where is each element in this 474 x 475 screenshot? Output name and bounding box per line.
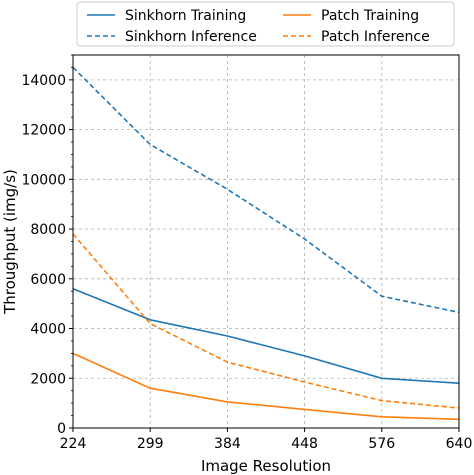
y-tick-label: 0 (57, 421, 66, 437)
y-tick-label: 10000 (21, 172, 66, 188)
x-tick-label: 640 (446, 436, 473, 452)
series-line (72, 352, 460, 421)
y-tick-label: 6000 (30, 272, 66, 288)
series-line (72, 233, 460, 409)
series-line (72, 287, 460, 384)
x-tick-label: 299 (137, 436, 164, 452)
legend-label: Patch Inference (321, 29, 430, 45)
y-tick-label: 4000 (30, 322, 66, 338)
y-tick-label: 12000 (21, 123, 66, 139)
axis-ticks: 224 299 384 448 576 640 0 2000 4000 6000 8000 10000… (21, 54, 473, 452)
x-axis-label: Image Resolution (201, 457, 331, 475)
y-tick-label: 14000 (21, 73, 66, 89)
series-line (72, 66, 460, 314)
x-tick-label: 384 (214, 436, 241, 452)
y-tick-label: 8000 (30, 222, 66, 238)
y-tick-label: 2000 (30, 371, 66, 387)
legend: Sinkhorn Training Sinkhorn Inference Patch… (76, 1, 455, 47)
x-tick-label: 448 (291, 436, 318, 452)
legend-label: Sinkhorn Inference (125, 29, 257, 45)
series-lines (72, 66, 460, 421)
x-tick-label: 576 (368, 436, 395, 452)
x-tick-label: 224 (60, 436, 87, 452)
legend-label: Patch Training (321, 8, 419, 24)
y-axis-label: Throughput (img/s) (1, 169, 19, 315)
legend-frame (76, 1, 455, 47)
legend-label: Sinkhorn Training (125, 8, 246, 24)
